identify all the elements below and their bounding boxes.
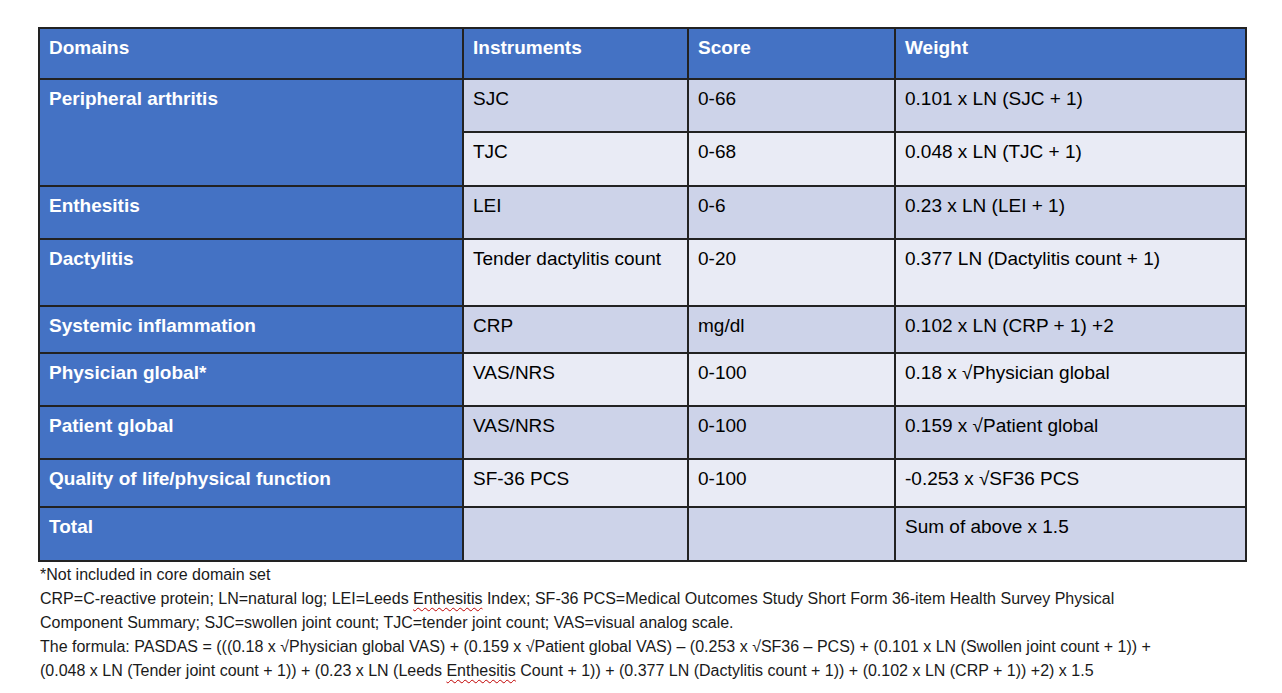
cell-domain: Physician global* <box>39 353 463 406</box>
footnotes: *Not included in core domain set CRP=C-re… <box>40 563 1276 683</box>
table-row: EnthesitisLEI0-60.23 x LN (LEI + 1) <box>39 186 1246 239</box>
cell-weight: 0.377 LN (Dactylitis count + 1) <box>895 239 1246 306</box>
cell-score: 0-100 <box>688 406 895 459</box>
cell-weight: -0.253 x √SF36 PCS <box>895 459 1246 507</box>
cell-score: 0-66 <box>688 79 895 132</box>
misspelled-word: Enthesitis <box>446 662 515 679</box>
cell-domain: Enthesitis <box>39 186 463 239</box>
footnote-text: The formula: PASDAS = (((0.18 x √Physici… <box>40 638 1151 655</box>
cell-score: 0-6 <box>688 186 895 239</box>
cell-instrument: CRP <box>463 306 688 353</box>
cell-domain: Dactylitis <box>39 239 463 306</box>
cell-instrument: VAS/NRS <box>463 353 688 406</box>
table-row: Physician global*VAS/NRS0-1000.18 x √Phy… <box>39 353 1246 406</box>
cell-score: 0-68 <box>688 132 895 186</box>
cell-instrument: VAS/NRS <box>463 406 688 459</box>
footnote-line: CRP=C-reactive protein; LN=natural log; … <box>40 587 1276 611</box>
misspelled-word: Enthesitis <box>413 590 482 607</box>
footnote-text: Index; SF-36 PCS=Medical Outcomes Study … <box>482 590 1114 607</box>
cell-instrument <box>463 507 688 561</box>
table-row: Total Sum of above x 1.5 <box>39 507 1246 561</box>
footnote-line: (0.048 x LN (Tender joint count + 1)) + … <box>40 659 1276 683</box>
cell-domain: Peripheral arthritis <box>39 79 463 186</box>
column-header-instrument: Instruments <box>463 28 688 79</box>
footnote-text: (0.048 x LN (Tender joint count + 1)) + … <box>40 662 446 679</box>
footnote-text: *Not included in core domain set <box>40 566 270 583</box>
cell-weight: 0.159 x √Patient global <box>895 406 1246 459</box>
total-label-cell: Total <box>39 507 463 561</box>
cell-instrument: Tender dactylitis count <box>463 239 688 306</box>
column-header-domain: Domains <box>39 28 463 79</box>
table-row: Quality of life/physical functionSF-36 P… <box>39 459 1246 507</box>
cell-score: 0-20 <box>688 239 895 306</box>
footnote-line: The formula: PASDAS = (((0.18 x √Physici… <box>40 635 1276 659</box>
cell-weight: 0.18 x √Physician global <box>895 353 1246 406</box>
cell-score: 0-100 <box>688 353 895 406</box>
footnote-text: Count + 1)) + (0.377 LN (Dactylitis coun… <box>516 662 1094 679</box>
cell-domain: Quality of life/physical function <box>39 459 463 507</box>
cell-domain: Systemic inflammation <box>39 306 463 353</box>
footnote-text: CRP=C-reactive protein; LN=natural log; … <box>40 590 413 607</box>
table-row: DactylitisTender dactylitis count0-200.3… <box>39 239 1246 306</box>
cell-weight: 0.048 x LN (TJC + 1) <box>895 132 1246 186</box>
table-row: Systemic inflammationCRPmg/dl0.102 x LN … <box>39 306 1246 353</box>
cell-score: mg/dl <box>688 306 895 353</box>
cell-score <box>688 507 895 561</box>
table-row: Peripheral arthritisSJC0-660.101 x LN (S… <box>39 79 1246 132</box>
cell-score: 0-100 <box>688 459 895 507</box>
page: DomainsInstrumentsScoreWeight Peripheral… <box>0 0 1282 693</box>
table-header-row: DomainsInstrumentsScoreWeight <box>39 28 1246 79</box>
cell-weight: 0.102 x LN (CRP + 1) +2 <box>895 306 1246 353</box>
cell-weight: Sum of above x 1.5 <box>895 507 1246 561</box>
footnote-text: Component Summary; SJC=swollen joint cou… <box>40 614 734 631</box>
cell-instrument: LEI <box>463 186 688 239</box>
cell-instrument: SJC <box>463 79 688 132</box>
pasdas-table: DomainsInstrumentsScoreWeight Peripheral… <box>38 27 1247 562</box>
cell-domain: Patient global <box>39 406 463 459</box>
cell-instrument: TJC <box>463 132 688 186</box>
column-header-score: Score <box>688 28 895 79</box>
footnote-line: *Not included in core domain set <box>40 563 1276 587</box>
column-header-weight: Weight <box>895 28 1246 79</box>
cell-weight: 0.23 x LN (LEI + 1) <box>895 186 1246 239</box>
table-body: Peripheral arthritisSJC0-660.101 x LN (S… <box>39 79 1246 561</box>
table-row: Patient globalVAS/NRS0-1000.159 x √Patie… <box>39 406 1246 459</box>
cell-instrument: SF-36 PCS <box>463 459 688 507</box>
footnote-line: Component Summary; SJC=swollen joint cou… <box>40 611 1276 635</box>
cell-weight: 0.101 x LN (SJC + 1) <box>895 79 1246 132</box>
